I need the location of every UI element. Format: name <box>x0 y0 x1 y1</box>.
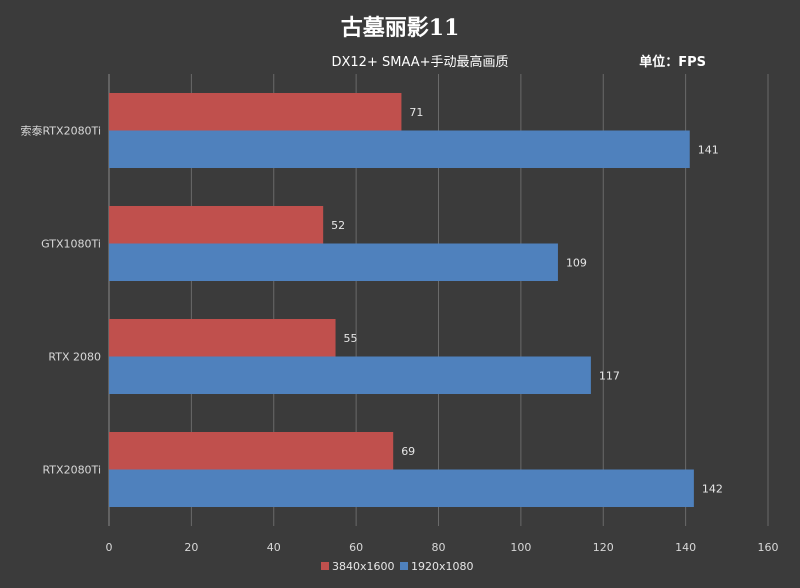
bar-1920x1080 <box>109 243 558 281</box>
bar-1920x1080 <box>109 130 690 168</box>
data-label: 109 <box>566 256 587 269</box>
legend-swatch <box>400 562 408 570</box>
data-label: 141 <box>698 143 719 156</box>
legend-label: 1920x1080 <box>411 560 474 573</box>
x-tick-label: 100 <box>510 541 531 554</box>
bar-1920x1080 <box>109 356 591 394</box>
category-label: 索泰RTX2080Ti <box>20 124 101 138</box>
bar-3840x1600 <box>109 319 336 357</box>
x-tick-label: 80 <box>432 541 446 554</box>
chart-title: 古墓丽影11 <box>341 15 460 41</box>
x-tick-label: 60 <box>349 541 363 554</box>
x-tick-label: 140 <box>675 541 696 554</box>
data-label: 55 <box>344 332 358 345</box>
bar-3840x1600 <box>109 93 402 131</box>
bar-1920x1080 <box>109 469 694 507</box>
data-label: 71 <box>409 106 423 119</box>
category-label: RTX 2080 <box>48 351 101 364</box>
legend-swatch <box>321 562 329 570</box>
x-tick-label: 120 <box>593 541 614 554</box>
data-label: 69 <box>401 445 415 458</box>
category-label: GTX1080Ti <box>41 238 101 251</box>
category-label: RTX2080Ti <box>42 464 101 477</box>
legend-label: 3840x1600 <box>332 560 395 573</box>
bar-3840x1600 <box>109 432 394 470</box>
x-tick-label: 40 <box>267 541 281 554</box>
legend: 3840x1600 1920x1080 <box>321 560 474 573</box>
bar-3840x1600 <box>109 206 324 244</box>
chart-subtitle: DX12+ SMAA+手动最高画质 <box>332 54 509 70</box>
data-label: 142 <box>702 482 723 495</box>
data-label: 117 <box>599 369 620 382</box>
unit-label: 单位：FPS <box>639 54 706 70</box>
data-label: 52 <box>331 219 345 232</box>
x-tick-label: 20 <box>184 541 198 554</box>
x-tick-label: 160 <box>758 541 779 554</box>
x-tick-label: 0 <box>106 541 113 554</box>
bars-layer <box>109 93 694 507</box>
labels-layer: 0 20 40 60 80 100 120 140 160 71 141 索泰RTX2080Ti 52 1… <box>20 106 778 554</box>
